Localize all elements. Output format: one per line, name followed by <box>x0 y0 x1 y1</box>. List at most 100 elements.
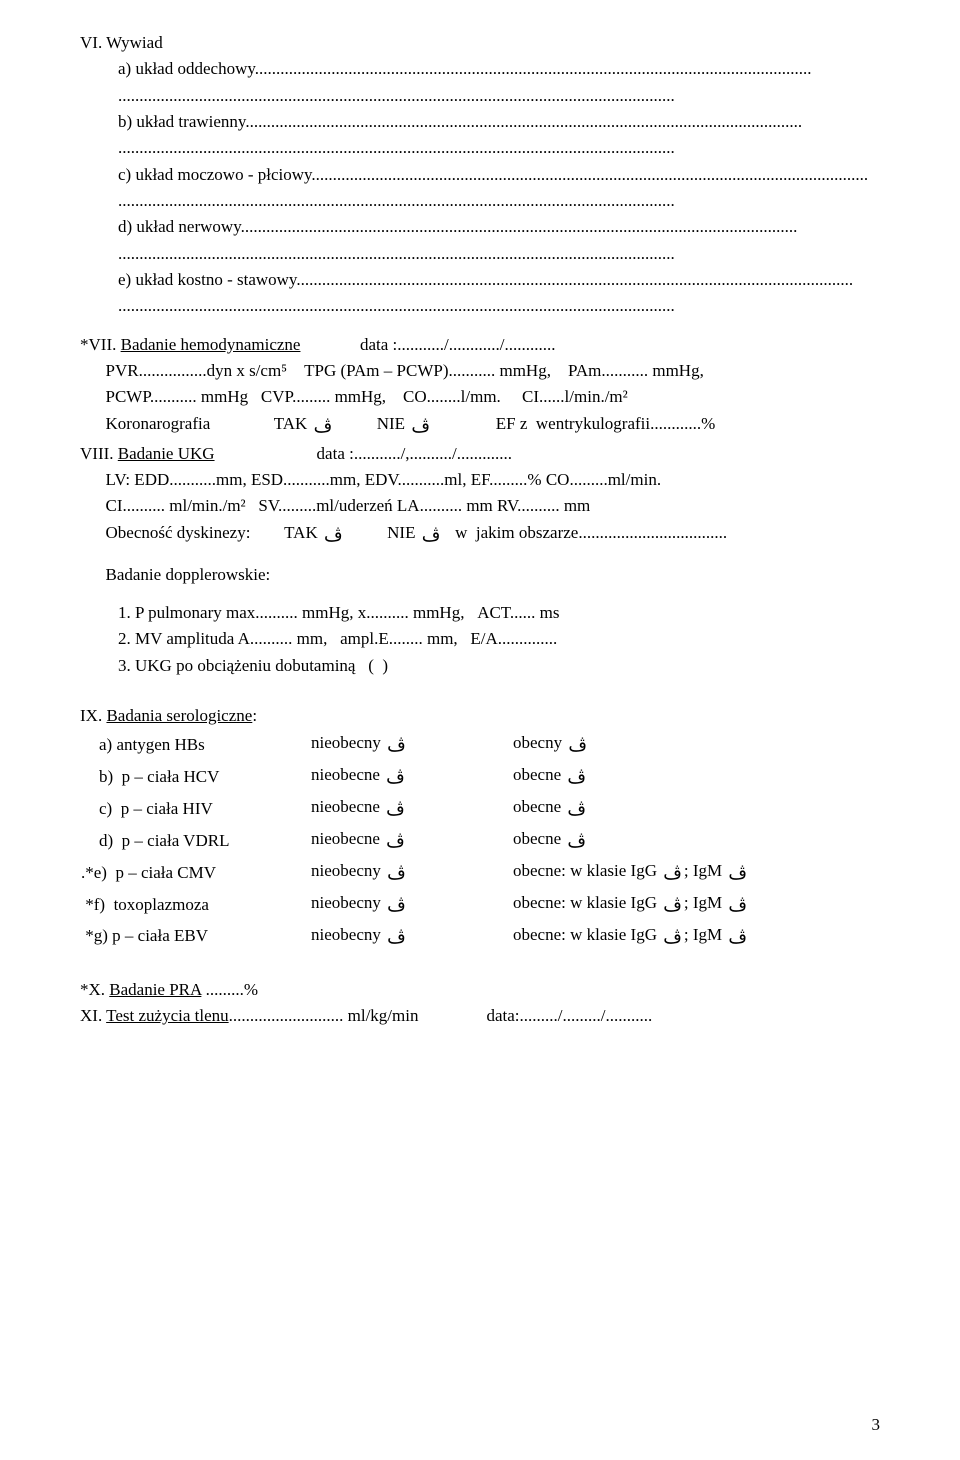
vi-d-label: d) układ nerwowy <box>118 217 241 236</box>
checkbox-icon[interactable]: ڤ <box>565 796 588 824</box>
table-row: *f) toxoplazmoza nieobecny ڤ obecne: w k… <box>80 889 750 921</box>
ix-g-pos: obecne: w klasie IgG <box>513 925 657 944</box>
viii-nie: NIE <box>387 523 415 542</box>
vi-c-label: c) układ moczowo - płciowy <box>118 165 311 184</box>
ix-f-label: *f) toxoplazmoza <box>81 895 209 914</box>
checkbox-icon[interactable]: ڤ <box>726 860 749 888</box>
dotted-fill: ........................................… <box>241 217 798 236</box>
ix-f-pos: obecne: w klasie IgG <box>513 893 657 912</box>
dotted-fill: ........................................… <box>296 270 853 289</box>
dotted-fill: ........................................… <box>255 59 812 78</box>
section-vii-line3: PCWP........... mmHg CVP......... mmHg, … <box>80 384 880 410</box>
ix-f-pos2: ; IgM <box>684 893 722 912</box>
checkbox-icon[interactable]: ڤ <box>312 413 335 441</box>
ix-d-neg: nieobecne <box>311 829 380 848</box>
viii-date: data :.........../,........../..........… <box>317 444 512 463</box>
checkbox-icon[interactable]: ڤ <box>385 924 408 952</box>
serology-table: a) antygen HBs nieobecny ڤ obecny ڤ b) p… <box>98 729 590 857</box>
ix-g-pos2: ; IgM <box>684 925 722 944</box>
dotted-fill: ........................................… <box>245 112 802 131</box>
ix-f-neg: nieobecny <box>311 893 381 912</box>
viii-prefix: VIII. <box>80 444 118 463</box>
checkbox-icon[interactable]: ڤ <box>384 828 407 856</box>
checkbox-icon[interactable]: ڤ <box>385 732 408 760</box>
page: VI. Wywiad a) układ oddechowy...........… <box>0 0 960 1460</box>
viii-obszar: w jakim obszarze........................… <box>455 523 727 542</box>
vii-prefix: *VII. <box>80 335 116 354</box>
table-row: *g) p – ciała EBV nieobecny ڤ obecne: w … <box>80 921 750 953</box>
ix-g-neg: nieobecny <box>311 925 381 944</box>
section-xi: XI. Test zużycia tlenu..................… <box>80 1003 880 1029</box>
table-row: d) p – ciała VDRL nieobecne ڤ obecne ڤ <box>98 825 590 857</box>
checkbox-icon[interactable]: ڤ <box>385 892 408 920</box>
checkbox-icon[interactable]: ڤ <box>661 860 684 888</box>
checkbox-icon[interactable]: ڤ <box>384 796 407 824</box>
section-vii-line1: *VII. Badanie hemodynamiczne data :.....… <box>80 332 880 358</box>
ix-c-pos: obecne <box>513 797 561 816</box>
ix-a-pos: obecny <box>513 733 562 752</box>
section-viii-line1: VIII. Badanie UKG data :.........../,...… <box>80 441 880 467</box>
ix-b-pos: obecne <box>513 765 561 784</box>
vii-koron-label: Koronarografia <box>80 414 210 433</box>
ix-b-label: b) p – ciała HCV <box>99 767 219 786</box>
ix-e-label: .*e) p – ciała CMV <box>81 863 216 882</box>
ix-c-neg: nieobecne <box>311 797 380 816</box>
section-vi-title: VI. Wywiad <box>80 30 880 56</box>
dotted-fill: ........................................… <box>118 244 675 263</box>
section-viii-line4: Obecność dyskinezy: TAK ڤ NIE ڤ w jakim … <box>80 520 880 550</box>
table-row: b) p – ciała HCV nieobecne ڤ obecne ڤ <box>98 761 590 793</box>
checkbox-icon[interactable]: ڤ <box>409 413 432 441</box>
table-row: .*e) p – ciała CMV nieobecny ڤ obecne: w… <box>80 857 750 889</box>
checkbox-icon[interactable]: ڤ <box>385 860 408 888</box>
ix-c-label: c) p – ciała HIV <box>99 799 213 818</box>
vi-b-label: b) układ trawienny <box>118 112 245 131</box>
vii-ef: EF z wentrykulografii............% <box>496 414 716 433</box>
ix-g-label: *g) p – ciała EBV <box>81 926 208 945</box>
section-viii-line2: LV: EDD...........mm, ESD...........mm, … <box>80 467 880 493</box>
serology-table-2: .*e) p – ciała CMV nieobecny ڤ obecne: w… <box>80 857 750 953</box>
dotted-fill: ........................................… <box>118 86 675 105</box>
checkbox-icon[interactable]: ڤ <box>322 522 345 550</box>
vii-tak: TAK <box>274 414 308 433</box>
ix-a-label: a) antygen HBs <box>99 735 205 754</box>
checkbox-icon[interactable]: ڤ <box>661 892 684 920</box>
checkbox-icon[interactable]: ڤ <box>565 828 588 856</box>
viii-tak: TAK <box>284 523 318 542</box>
checkbox-icon[interactable]: ڤ <box>565 764 588 792</box>
dotted-fill: ........................................… <box>118 191 675 210</box>
ix-d-pos: obecne <box>513 829 561 848</box>
dotted-fill: ........................................… <box>118 138 675 157</box>
table-row: a) antygen HBs nieobecny ڤ obecny ڤ <box>98 729 590 761</box>
ix-e-neg: nieobecny <box>311 861 381 880</box>
doppler-2: 2. MV amplituda A.......... mm, ampl.E..… <box>118 626 880 652</box>
checkbox-icon[interactable]: ڤ <box>726 924 749 952</box>
viii-dys-label: Obecność dyskinezy: <box>80 523 250 542</box>
section-vii-line2: PVR................dyn x s/cm⁵ TPG (PAm … <box>80 358 880 384</box>
checkbox-icon[interactable]: ڤ <box>726 892 749 920</box>
vii-title: Badanie hemodynamiczne <box>121 335 301 354</box>
checkbox-icon[interactable]: ڤ <box>420 522 443 550</box>
ix-e-pos: obecne: w klasie IgG <box>513 861 657 880</box>
section-ix-title: IX. Badania serologiczne: <box>80 703 880 729</box>
vii-date: data :.........../............/.........… <box>360 335 555 354</box>
dotted-fill: ........................................… <box>311 165 868 184</box>
checkbox-icon[interactable]: ڤ <box>384 764 407 792</box>
doppler-head: Badanie dopplerowskie: <box>80 562 880 588</box>
vi-a-label: a) układ oddechowy <box>118 59 255 78</box>
page-number: 3 <box>872 1412 881 1438</box>
table-row: c) p – ciała HIV nieobecne ڤ obecne ڤ <box>98 793 590 825</box>
ix-e-pos2: ; IgM <box>684 861 722 880</box>
dotted-fill: ........................................… <box>118 296 675 315</box>
checkbox-icon[interactable]: ڤ <box>661 924 684 952</box>
ix-b-neg: nieobecne <box>311 765 380 784</box>
section-x: *X. Badanie PRA .........% <box>80 977 880 1003</box>
doppler-3: 3. UKG po obciążeniu dobutaminą ( ) <box>118 653 880 679</box>
vi-e-label: e) układ kostno - stawowy <box>118 270 296 289</box>
doppler-1: 1. P pulmonary max.......... mmHg, x....… <box>118 600 880 626</box>
section-viii-line3: CI.......... ml/min./m² SV.........ml/ud… <box>80 493 880 519</box>
checkbox-icon[interactable]: ڤ <box>566 732 589 760</box>
ix-d-label: d) p – ciała VDRL <box>99 831 229 850</box>
ix-a-neg: nieobecny <box>311 733 381 752</box>
vii-nie: NIE <box>377 414 405 433</box>
viii-title: Badanie UKG <box>118 444 215 463</box>
